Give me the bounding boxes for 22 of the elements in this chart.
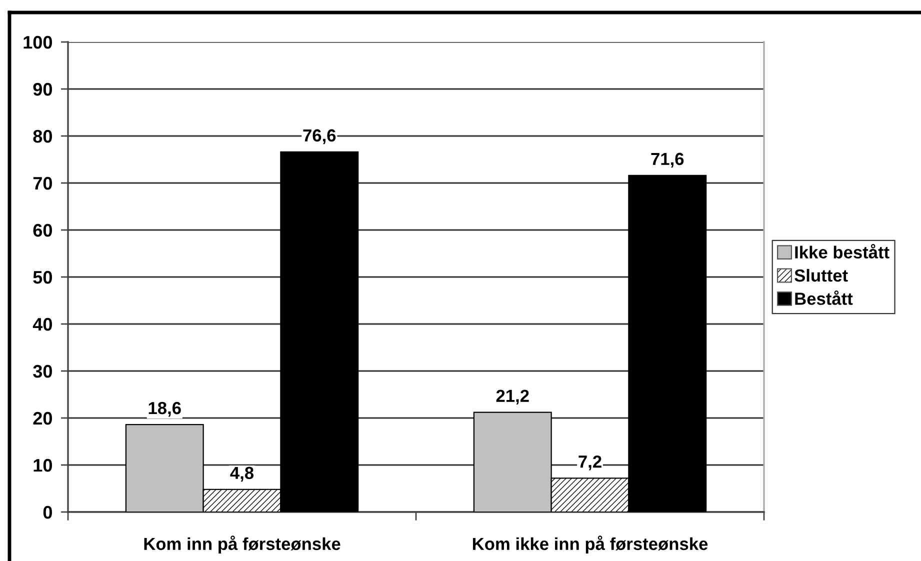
y-tick-label: 0	[43, 506, 52, 519]
data-label: 71,6	[651, 152, 684, 168]
data-label: 4,8	[230, 466, 254, 482]
x-tick-label: Kom ikke inn på førsteønske	[472, 536, 708, 554]
y-tick-label: 40	[32, 318, 52, 331]
y-tick-label: 100	[24, 36, 52, 49]
data-label: 18,6	[148, 402, 181, 417]
y-tick-label: 60	[33, 224, 52, 237]
y-tick-label: 50	[33, 270, 52, 284]
y-tick-label: 10	[34, 458, 52, 472]
x-tick-label: Kom inn på førsteønske	[144, 536, 340, 554]
data-label: 76,6	[303, 129, 336, 144]
y-tick-label: 80	[33, 130, 52, 143]
legend-label: Ikke bestått	[795, 244, 890, 258]
legend-label: Bestått	[795, 290, 853, 305]
legend-label: Sluttet	[794, 268, 848, 282]
y-tick-label: 70	[33, 176, 52, 190]
data-label: 21,2	[496, 390, 529, 404]
y-tick-label: 90	[33, 82, 52, 96]
y-tick-label: 30	[33, 364, 52, 378]
data-label: 7,2	[578, 455, 602, 470]
y-tick-label: 20	[33, 412, 52, 425]
